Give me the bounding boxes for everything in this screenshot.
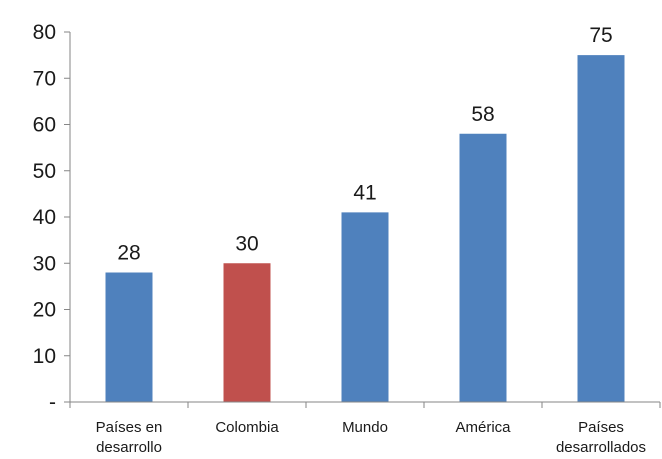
data-label: 30: [235, 232, 258, 255]
y-tick-label: 70: [33, 67, 56, 90]
y-tick-label: 80: [33, 21, 56, 44]
bar: [341, 212, 389, 402]
x-tick-label: Países en desarrollo: [96, 419, 163, 456]
y-tick-label: 10: [33, 345, 56, 368]
x-tick-label: América: [455, 419, 511, 436]
x-axis-ticks: Países en desarrollo Colombia Mundo América P…: [69, 402, 661, 456]
bar: [577, 55, 625, 402]
axes: [69, 32, 660, 403]
bars: [105, 55, 625, 402]
y-tick-label: 30: [33, 252, 56, 275]
y-tick-label: 40: [33, 206, 56, 229]
bar: [459, 133, 507, 402]
y-tick-label: 50: [33, 160, 56, 183]
data-label: 41: [353, 181, 376, 204]
x-tick-label: Mundo: [342, 419, 388, 436]
y-axis-ticks: - 10 20 30 40 50 60 70 80: [33, 21, 70, 414]
bar: [105, 272, 153, 402]
data-label: 28: [117, 242, 140, 265]
x-tick-label: Países desarrollados: [556, 419, 646, 456]
data-labels: 28 30 41 58 75: [117, 24, 612, 264]
y-tick-label: -: [49, 391, 56, 414]
y-tick-label: 60: [33, 114, 56, 137]
bar: [223, 263, 271, 402]
x-tick-label: Colombia: [215, 419, 279, 436]
data-label: 58: [471, 103, 494, 126]
data-label: 75: [589, 24, 612, 47]
y-tick-label: 20: [33, 299, 56, 322]
